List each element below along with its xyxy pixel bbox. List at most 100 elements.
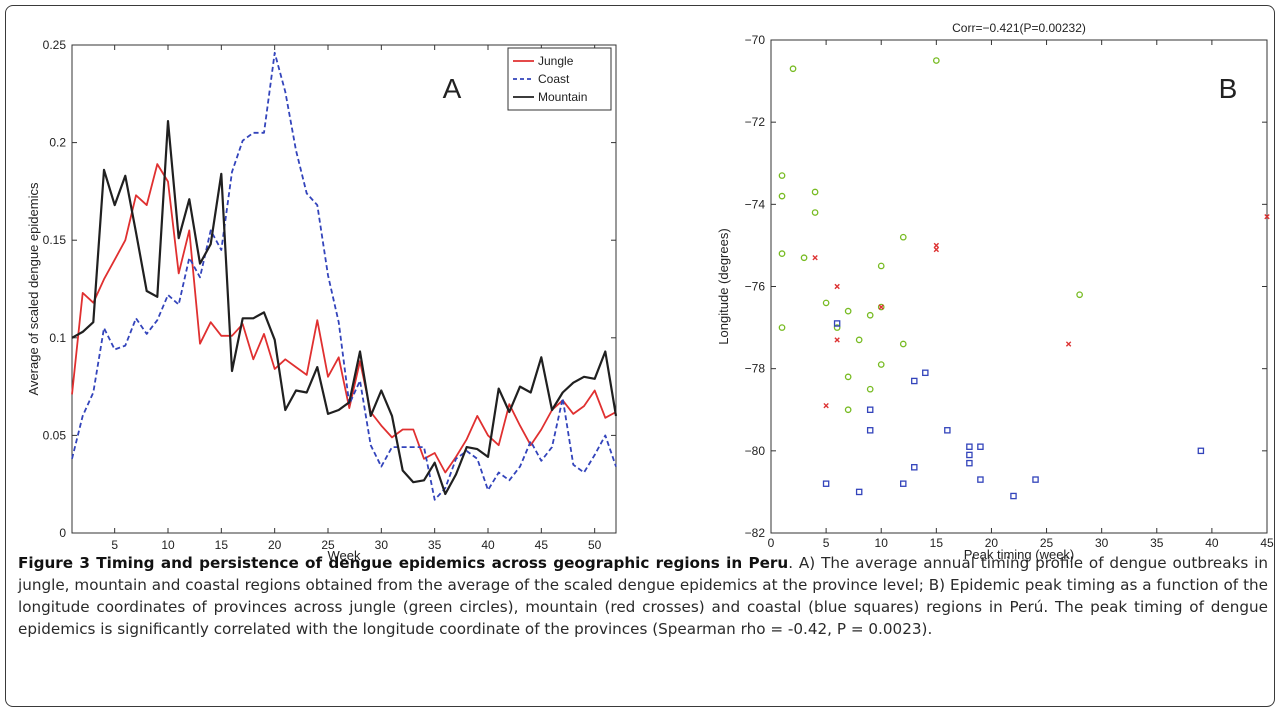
scatter-point [778, 172, 786, 179]
caption-body: . A) The average annual timing profile o… [18, 554, 1268, 638]
figure-caption: Figure 3 Timing and persistence of dengu… [18, 552, 1268, 640]
scatter-point [811, 188, 819, 196]
x-tick-label: 15 [215, 538, 229, 552]
scatter-point [778, 324, 786, 331]
x-tick-label: 30 [375, 538, 389, 552]
scatter-point [866, 406, 874, 413]
x-tick-label: 0 [768, 536, 775, 550]
y-tick-label: 0.1 [49, 331, 66, 345]
scatter-point [1197, 447, 1205, 455]
y-tick-label: −74 [745, 197, 766, 211]
scatter-point [944, 427, 951, 434]
scatter-point [834, 283, 840, 290]
scatter-point [1032, 476, 1039, 483]
caption-title: Figure 3 Timing and persistence of dengu… [18, 554, 789, 572]
scatter-point [911, 377, 918, 385]
panel-letter: B [1219, 73, 1238, 104]
scatter-point [966, 459, 973, 467]
scatter-point [866, 385, 874, 393]
scatter-point [899, 233, 907, 241]
scatter-point [834, 337, 840, 343]
scatter-point [911, 464, 918, 471]
y-tick-label: 0 [59, 526, 66, 540]
scatter-point [800, 254, 808, 262]
legend-box [507, 47, 612, 111]
x-tick-label: 35 [428, 538, 442, 552]
scatter-point [812, 255, 818, 261]
scatter-point [900, 480, 907, 487]
legend-label: Coast [538, 72, 570, 86]
x-tick-label: 50 [588, 538, 602, 552]
scatter-point [1264, 213, 1270, 220]
scatter-point [844, 373, 852, 381]
chart-title: Corr=−0.421(P=0.00232) [952, 21, 1086, 35]
panel-letter: A [443, 73, 462, 104]
chart-b: 0 5 10 15 20 25 30 35 40 45 −82 −80 −78 −76 −74 −72 −70 C… [716, 21, 1274, 562]
scatter-point [866, 311, 874, 319]
figure-frame [5, 5, 1275, 707]
scatter-point [833, 324, 841, 331]
series-line-mountain [71, 119, 618, 496]
chart-b-axes-box [770, 39, 1268, 534]
scatter-point [966, 451, 973, 459]
x-tick-label: 45 [1260, 536, 1274, 550]
scatter-point [844, 406, 852, 414]
scatter-point [823, 402, 829, 409]
scatter-point [1065, 341, 1072, 347]
y-tick-label: −70 [745, 33, 766, 47]
scatter-point [977, 443, 984, 450]
scatter-point [1010, 492, 1017, 500]
scatter-point [878, 304, 884, 310]
series-line-jungle [71, 163, 617, 474]
y-tick-label: −78 [745, 362, 766, 376]
x-tick-label: 25 [1040, 536, 1054, 550]
scatter-point [811, 209, 819, 216]
x-tick-label: 10 [875, 536, 889, 550]
scatter-point [833, 320, 841, 327]
scatter-point [855, 488, 863, 496]
y-axis-label: Longitude (degrees) [716, 228, 731, 344]
x-axis-label: Peak timing (week) [964, 547, 1075, 562]
scatter-point [877, 262, 885, 270]
scatter-point [877, 303, 885, 311]
scatter-point [899, 340, 907, 348]
x-tick-label: 20 [985, 536, 999, 550]
scatter-point [778, 250, 786, 257]
chart-a: 5 10 15 20 25 30 35 40 45 50 0 0.05 0.1 0.15 0.2 0.25 We… [26, 38, 618, 563]
y-tick-label: −72 [745, 115, 766, 129]
y-tick-label: −80 [745, 444, 766, 458]
x-tick-label: 5 [823, 536, 830, 550]
scatter-point [789, 65, 797, 73]
scatter-point [932, 57, 940, 64]
x-tick-label: 45 [535, 538, 549, 552]
scatter-point [933, 242, 940, 249]
y-tick-label: −76 [745, 280, 766, 294]
scatter-point [922, 369, 929, 377]
scatter-point [977, 476, 984, 483]
y-tick-label: 0.25 [43, 38, 67, 52]
y-axis-label: Average of scaled dengue epidemics [26, 182, 41, 395]
x-tick-label: 40 [481, 538, 495, 552]
scatter-point [822, 299, 830, 307]
scatter-point [778, 192, 786, 200]
series-line-coast [71, 51, 617, 501]
x-axis-label: Week [328, 548, 361, 563]
x-tick-label: 25 [321, 538, 335, 552]
x-tick-label: 5 [111, 538, 118, 552]
scatter-point [866, 427, 874, 434]
scatter-point [1076, 291, 1083, 299]
legend-label: Jungle [538, 54, 574, 68]
x-tick-label: 10 [161, 538, 175, 552]
scatter-point [877, 361, 885, 368]
y-tick-label: 0.05 [43, 428, 67, 442]
x-tick-label: 40 [1205, 536, 1219, 550]
y-tick-label: 0.2 [49, 136, 66, 150]
x-tick-label: 35 [1150, 536, 1164, 550]
scatter-point [855, 336, 863, 344]
x-tick-label: 15 [930, 536, 944, 550]
y-tick-label: −82 [745, 526, 766, 540]
x-tick-label: 20 [268, 538, 282, 552]
legend-label: Mountain [538, 90, 587, 104]
scatter-point [844, 307, 852, 315]
